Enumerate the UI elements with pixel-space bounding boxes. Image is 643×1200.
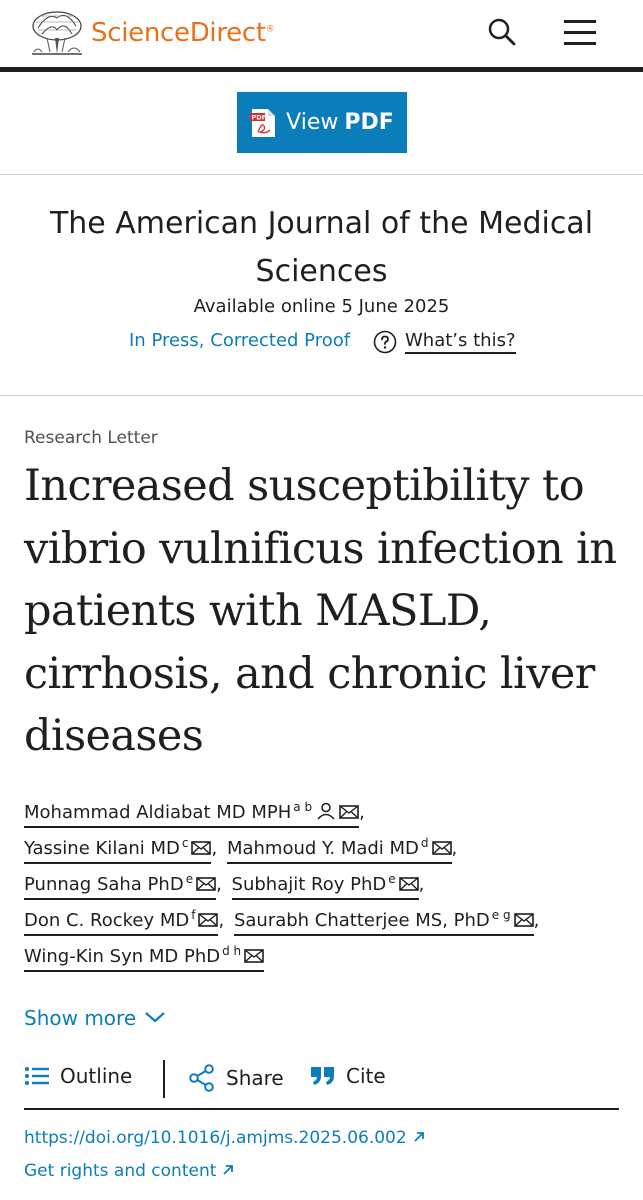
mail-icon (398, 877, 419, 891)
article-toolbar: Outline Share Cite (24, 1060, 619, 1100)
share-button[interactable]: Share (188, 1064, 284, 1092)
journal-title[interactable]: The American Journal of the Medical Scie… (49, 206, 594, 289)
mail-icon (244, 949, 264, 963)
author-affiliation-sup: f (191, 908, 196, 922)
doi-text: https://doi.org/10.1016/j.amjms.2025.06.… (24, 1128, 407, 1148)
section-divider (0, 395, 643, 396)
author-separator: , (418, 874, 425, 895)
hamburger-menu-icon[interactable] (562, 17, 598, 47)
show-more-button[interactable]: Show more (24, 1006, 166, 1030)
article-title: Increased susceptibility to vibrio vulni… (24, 461, 617, 761)
section-divider (0, 174, 643, 175)
author-separator: , (211, 838, 218, 859)
mail-icon (513, 913, 534, 927)
outline-button[interactable]: Outline (24, 1064, 132, 1088)
share-label: Share (226, 1066, 284, 1090)
mail-icon (198, 913, 219, 927)
svg-text:PDF: PDF (252, 113, 267, 121)
question-circle-icon[interactable] (373, 330, 397, 354)
author-link[interactable]: Punnag Saha PhD e (24, 872, 217, 900)
chevron-down-icon (145, 1012, 165, 1023)
availability-date: Available online 5 June 2025 (193, 296, 450, 317)
mail-icon (339, 805, 359, 819)
author-name: Punnag Saha PhD (24, 874, 184, 895)
outline-label: Outline (60, 1064, 133, 1088)
external-link-arrow-icon (414, 1132, 424, 1142)
author-name: Don C. Rockey MD (24, 910, 190, 931)
rights-link[interactable]: Get rights and content (24, 1161, 234, 1181)
author-affiliation-sup: e g (491, 908, 511, 922)
article-type-label: Research Letter (24, 428, 158, 448)
share-icon (189, 1064, 214, 1092)
pdf-file-icon: PDF (250, 108, 276, 137)
mail-icon (431, 841, 452, 855)
author-separator: , (216, 874, 222, 895)
author-link[interactable]: Mahmoud Y. Madi MD d (226, 836, 452, 864)
author-line: Punnag Saha PhD e, Subhajit Roy PhD e, (24, 872, 424, 902)
author-line: Yassine Kilani MD c, Mahmoud Y. Madi MD d, (24, 836, 457, 866)
author-affiliation-sup: d (420, 836, 429, 850)
top-header: ScienceDirect® (0, 0, 643, 72)
quote-icon (311, 1067, 334, 1085)
author-name: Mohammad Aldiabat MD MPH (24, 802, 292, 823)
author-name: Yassine Kilani MD (24, 838, 180, 859)
header-divider (0, 67, 643, 72)
toolbar-separator (163, 1060, 165, 1098)
person-icon (317, 802, 335, 820)
author-line: Don C. Rockey MD f, Saurabh Chatterjee MS… (24, 908, 539, 938)
author-affiliation-sup: e (388, 872, 396, 886)
author-separator: , (533, 910, 540, 931)
author-name: Mahmoud Y. Madi MD (226, 838, 419, 859)
author-separator: , (359, 802, 365, 823)
author-line: Wing-Kin Syn MD PhD d h (24, 944, 265, 974)
author-link[interactable]: Wing-Kin Syn MD PhD d h (24, 944, 265, 972)
author-separator: , (451, 838, 458, 859)
elsevier-tree-logo-icon[interactable] (28, 8, 86, 58)
view-pdf-label-strong: PDF (344, 110, 394, 135)
whats-this-link[interactable]: What’s this? (405, 330, 516, 354)
search-icon[interactable] (486, 16, 518, 48)
author-affiliation-sup: c (181, 836, 189, 850)
external-link-arrow-icon (223, 1165, 234, 1175)
author-name: Subhajit Roy PhD (231, 874, 387, 895)
author-line: Mohammad Aldiabat MD MPH a b, (24, 800, 365, 830)
cite-label: Cite (346, 1064, 386, 1088)
show-more-label: Show more (24, 1006, 137, 1030)
brand-logo-text[interactable]: ScienceDirect® (91, 18, 275, 48)
author-link[interactable]: Saurabh Chatterjee MS, PhD e g (233, 908, 534, 936)
toolbar-divider (24, 1108, 619, 1110)
author-link[interactable]: Subhajit Roy PhD e (231, 872, 419, 900)
author-separator: , (218, 910, 225, 931)
author-name: Saurabh Chatterjee MS, PhD (233, 910, 490, 931)
author-link[interactable]: Mohammad Aldiabat MD MPH a b (24, 800, 360, 828)
author-name: Wing-Kin Syn MD PhD (24, 946, 221, 967)
author-link[interactable]: Don C. Rockey MD f (24, 908, 219, 936)
mail-icon (191, 841, 212, 855)
list-icon (25, 1067, 49, 1085)
author-affiliation-sup: a b (293, 800, 313, 814)
author-affiliation-sup: e (185, 872, 194, 886)
brand-name: ScienceDirect (91, 18, 266, 48)
view-pdf-button[interactable]: PDF View PDF (237, 92, 407, 153)
doi-link[interactable]: https://doi.org/10.1016/j.amjms.2025.06.… (24, 1128, 425, 1148)
rights-text: Get rights and content (24, 1161, 217, 1181)
mail-icon (196, 877, 216, 891)
brand-registered-mark: ® (265, 24, 275, 35)
article-status-row: In Press, Corrected Proof What’s this? (0, 328, 643, 356)
author-link[interactable]: Yassine Kilani MD c (24, 836, 212, 864)
in-press-link[interactable]: In Press, Corrected Proof (129, 330, 351, 351)
cite-button[interactable]: Cite (310, 1064, 386, 1088)
view-pdf-label: View (286, 110, 339, 135)
author-affiliation-sup: d h (222, 944, 242, 958)
